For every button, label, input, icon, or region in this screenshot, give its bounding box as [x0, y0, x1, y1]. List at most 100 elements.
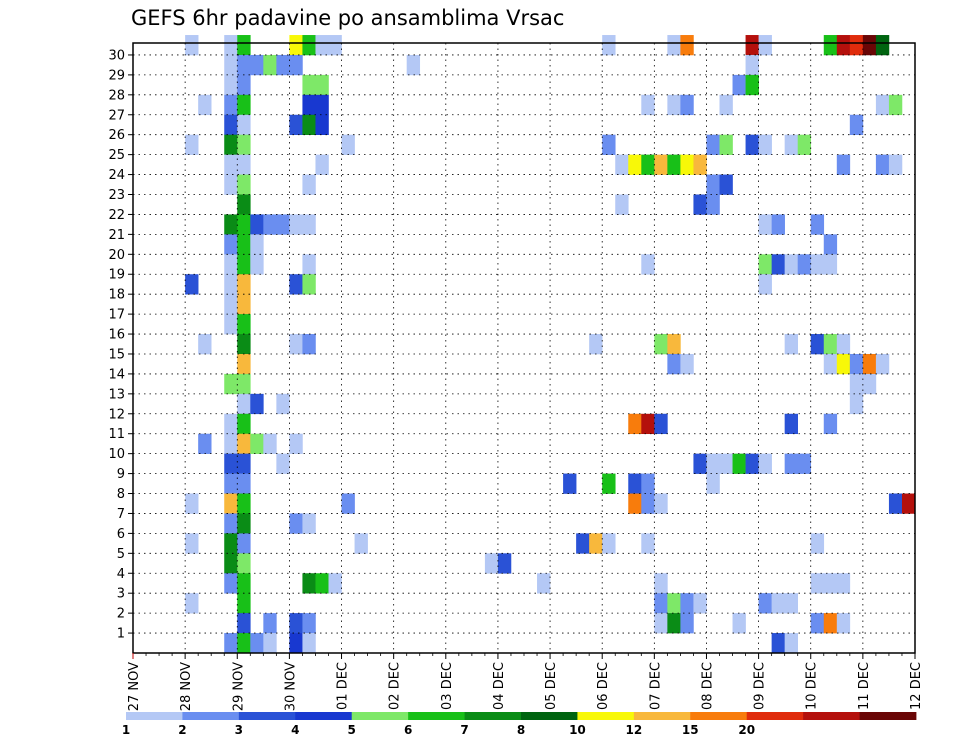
colorbar-swatch [803, 712, 860, 720]
heatmap-cell [602, 473, 616, 494]
heatmap-cell [784, 633, 798, 654]
heatmap-cell [654, 593, 668, 614]
heatmap-cell [589, 334, 603, 355]
heatmap-cell [719, 134, 733, 155]
colorbar-swatch [577, 712, 635, 720]
heatmap-cell [602, 35, 616, 56]
heatmap-cell [224, 74, 238, 96]
heatmap-cell [315, 573, 329, 594]
heatmap-cell [810, 533, 825, 554]
heatmap-cell [667, 35, 681, 56]
heatmap-cell [771, 214, 785, 235]
heatmap-cell [289, 214, 303, 235]
y-tick-label: 15 [108, 347, 125, 362]
x-tick-label: 04 DEC [492, 662, 507, 710]
heatmap-cell [784, 413, 798, 435]
heatmap-cell [237, 234, 251, 255]
heatmap-cell [250, 433, 264, 454]
heatmap-cell [224, 573, 238, 594]
heatmap-cell [302, 35, 316, 56]
heatmap-cell [797, 134, 812, 155]
heatmap-cell [289, 513, 303, 534]
colorbar-swatch [295, 712, 353, 720]
heatmap-cell [237, 393, 251, 415]
y-tick-label: 20 [108, 248, 125, 263]
heatmap-cell [237, 613, 251, 634]
heatmap-cell [237, 433, 251, 454]
colorbar-swatch [351, 712, 409, 720]
heatmap-cell [185, 35, 199, 56]
heatmap-cell [237, 513, 251, 534]
heatmap-cell [237, 373, 251, 395]
heatmap-cell [315, 94, 329, 116]
x-tick-label: 28 NOV [179, 662, 194, 711]
heatmap-cell [250, 234, 264, 255]
heatmap-cell [302, 174, 316, 195]
heatmap-cell [289, 35, 303, 56]
x-tick-label: 06 DEC [596, 662, 611, 710]
heatmap-cell [237, 35, 251, 56]
heatmap-cell [823, 334, 838, 355]
heatmap-cell [224, 433, 238, 454]
heatmap-cell [484, 553, 499, 574]
heatmap-cell [901, 493, 916, 514]
heatmap-cell [654, 413, 668, 435]
y-tick-label: 19 [108, 268, 125, 283]
heatmap-cell [706, 453, 720, 474]
heatmap-cell [537, 573, 551, 594]
heatmap-cell [758, 453, 772, 474]
heatmap-cell [315, 154, 329, 175]
heatmap-cell [224, 214, 238, 235]
heatmap-cell [341, 134, 355, 155]
heatmap-cell [250, 254, 264, 275]
heatmap-cell [354, 533, 368, 554]
y-tick-label: 18 [108, 288, 125, 303]
heatmap-cell [654, 334, 668, 355]
heatmap-cell [263, 433, 277, 454]
heatmap-cell [745, 74, 759, 96]
heatmap-cell [237, 453, 251, 474]
heatmap-cell [185, 274, 199, 295]
y-tick-label: 27 [108, 108, 125, 123]
heatmap-cell [224, 513, 238, 534]
heatmap-cell [641, 473, 655, 494]
heatmap-cell [302, 513, 316, 534]
y-tick-label: 4 [117, 567, 125, 582]
heatmap-cell [237, 174, 251, 195]
heatmap-cell [732, 74, 746, 96]
heatmap-cell [758, 254, 772, 275]
heatmap-cell [628, 473, 642, 494]
heatmap-cell [224, 533, 238, 554]
heatmap-cell [823, 613, 838, 634]
heatmap-cell [693, 593, 707, 614]
heatmap-cell [224, 314, 238, 335]
heatmap-cell [315, 114, 329, 135]
colorbar: 1 2 3 4 5 6 7 8 10 12 15 20 [122, 712, 917, 737]
heatmap-cell [237, 54, 251, 76]
heatmap-cell [237, 553, 251, 574]
colorbar-swatch [126, 712, 183, 720]
heatmap-cell [185, 533, 199, 554]
colorbar-label: 5 [348, 723, 356, 737]
y-tick-label: 25 [108, 148, 125, 163]
heatmap-cell [719, 174, 733, 195]
chart-title: GEFS 6hr padavine po ansamblima Vrsac [131, 6, 565, 30]
y-tick-label: 28 [108, 88, 125, 103]
heatmap-cell [341, 493, 355, 514]
colorbar-swatch [746, 712, 804, 720]
heatmap-cell [224, 254, 238, 275]
heatmap-cell [719, 453, 733, 474]
heatmap-cell [745, 453, 759, 474]
heatmap-cell [667, 593, 681, 614]
heatmap-cell [563, 473, 577, 494]
colorbar-swatch [633, 712, 691, 720]
heatmap-cell [224, 274, 238, 295]
heatmap-cell [862, 35, 877, 56]
heatmap-cell [185, 134, 199, 155]
heatmap-cell [224, 473, 238, 494]
heatmap-cell [276, 453, 290, 474]
heatmap-cell [237, 194, 251, 215]
heatmap-cell [667, 353, 681, 375]
heatmap-cell [237, 353, 251, 375]
